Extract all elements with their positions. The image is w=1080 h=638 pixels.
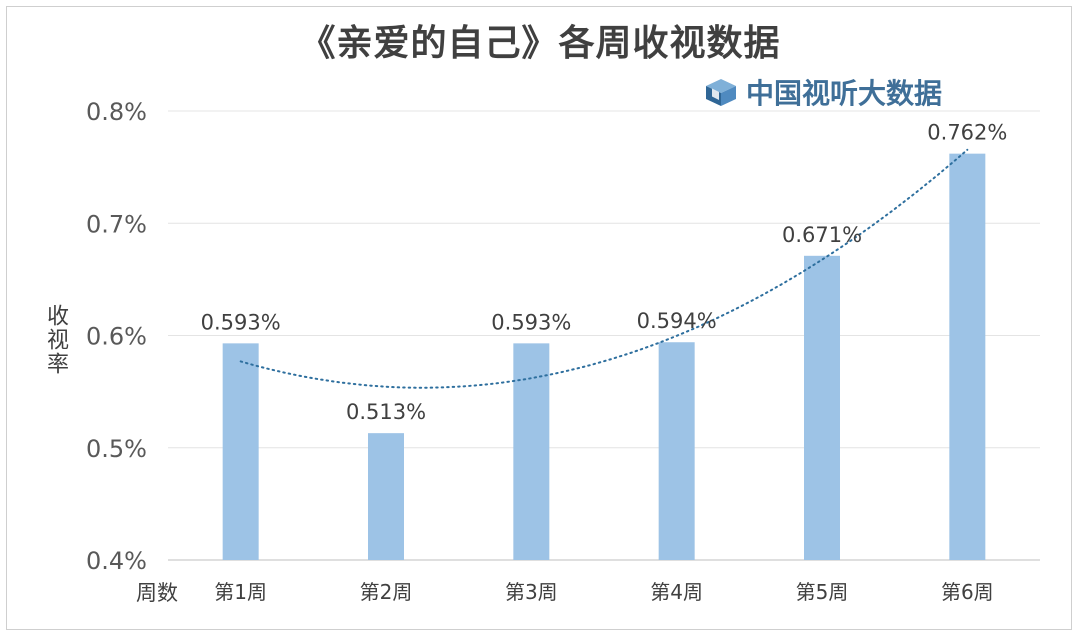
y-axis-label-box: 收视率 [30, 300, 80, 380]
x-tick-label: 第1周 [214, 580, 267, 604]
y-axis-ticks: 0.4% 0.5% 0.6% 0.7% 0.8% [86, 98, 147, 575]
data-label: 0.762% [927, 121, 1007, 145]
x-tick-label: 第4周 [650, 580, 703, 604]
x-tick-label: 第3周 [505, 580, 558, 604]
y-tick-label: 0.6% [86, 323, 147, 351]
y-tick-label: 0.4% [86, 547, 147, 575]
bar [949, 153, 986, 560]
data-label: 0.594% [637, 309, 717, 333]
bars [222, 153, 986, 561]
gridlines [168, 110, 1040, 561]
x-tick-label: 第5周 [796, 580, 849, 604]
data-label: 0.593% [201, 310, 281, 334]
brand-logo: 中国视听大数据 [704, 74, 942, 110]
bar [804, 255, 840, 561]
data-label: 0.671% [782, 223, 862, 247]
y-axis-label: 收视率 [43, 304, 68, 376]
x-axis-label: 周数 [136, 581, 178, 605]
data-label: 0.593% [491, 310, 571, 334]
chart-frame [6, 6, 1072, 630]
chart-title: 《亲爱的自己》各周收视数据 [299, 23, 781, 64]
bar [222, 343, 259, 560]
trendline [239, 148, 969, 389]
y-tick-label: 0.8% [86, 98, 147, 126]
y-tick-label: 0.7% [86, 210, 147, 238]
x-tick-label: 第6周 [941, 580, 994, 604]
bar [658, 342, 695, 560]
category-labels: 第1周 第2周 第3周 第4周 第5周 第6周 [214, 580, 993, 604]
x-tick-label: 第2周 [360, 580, 413, 604]
bar [368, 433, 404, 560]
brand-name: 中国视听大数据 [746, 77, 943, 110]
cube-logo-icon [706, 79, 736, 106]
data-label: 0.513% [346, 400, 426, 424]
bar [513, 343, 550, 560]
y-tick-label: 0.5% [86, 435, 147, 463]
data-labels: 0.593% 0.513% 0.593% 0.594% 0.671% 0.762% [201, 121, 1008, 425]
trendline-group [239, 148, 969, 389]
